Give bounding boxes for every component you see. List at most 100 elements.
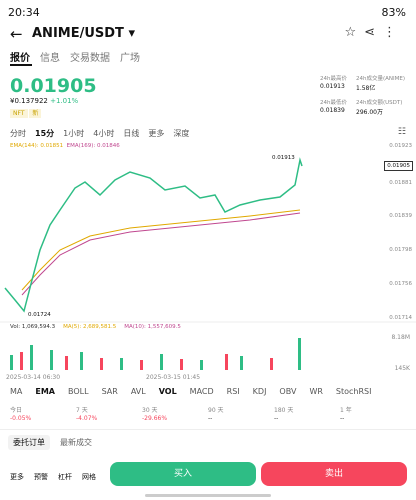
interval[interactable]: 日线 [123, 129, 140, 138]
indicator[interactable]: StochRSI [335, 387, 372, 396]
indicator[interactable]: BOLL [68, 387, 89, 396]
volume-bars [10, 338, 301, 370]
stat-value: 296.00万 [356, 109, 383, 116]
interval[interactable]: 更多 [148, 129, 165, 138]
tab[interactable]: 交易数据 [70, 53, 110, 64]
vol-legend: MA(10): 1,557,609.5 [124, 324, 181, 330]
sell-button[interactable]: 卖出 [261, 462, 407, 486]
tool[interactable]: 网格 [82, 473, 96, 481]
axis-label: 0.01714 [389, 315, 412, 321]
header-icons[interactable]: ☆⋖⋮ [344, 25, 404, 40]
period-label: 1 年 [340, 407, 352, 414]
tab-underline [10, 64, 32, 66]
stat-label: 24h最低价 [320, 100, 347, 106]
stat-value: 1.58亿 [356, 85, 376, 92]
stat-label: 24h成交量(ANIME) [356, 76, 405, 82]
interval[interactable]: 4小时 [93, 129, 115, 138]
volume-legend: Vol: 1,069,594.3 MA(5): 2,689,581.5 MA(10)… [10, 324, 181, 330]
ema169-line [21, 212, 301, 296]
change: +1.01% [50, 97, 79, 105]
axis-label: 0.01923 [389, 143, 412, 149]
order-tabs: 委托订单 最新成交 [8, 435, 92, 450]
order-tab[interactable]: 最新成交 [60, 438, 92, 447]
period-label: 90 天 [208, 407, 224, 414]
tab[interactable]: 信息 [40, 53, 60, 64]
interval[interactable]: 15分 [35, 129, 55, 138]
ema169: EMA(169): 0.01846 [66, 143, 120, 149]
indicator[interactable]: WR [309, 387, 323, 396]
tab[interactable]: 报价 [10, 53, 30, 64]
ema-legend: EMA(144): 0.01851 EMA(169): 0.01846 [10, 143, 120, 149]
indicator[interactable]: AVL [130, 387, 146, 396]
tag: 新 [29, 109, 42, 118]
period-label: 今日 [10, 407, 23, 414]
vol-axis: 8.18M [391, 334, 410, 341]
indicator[interactable]: EMA [35, 387, 55, 396]
period-value: -- [208, 415, 213, 422]
period-label: 30 天 [142, 407, 158, 414]
stat-label: 24h最高价 [320, 76, 347, 82]
tags: NFT 新 [10, 108, 42, 118]
indicator[interactable]: RSI [226, 387, 240, 396]
ema144-line [21, 209, 301, 291]
vol-axis: 145K [394, 365, 410, 372]
pair: ANIME/USDT [32, 26, 124, 41]
indicator[interactable]: MA [10, 387, 23, 396]
order-tab[interactable]: 委托订单 [8, 435, 50, 450]
buy-button[interactable]: 买入 [110, 462, 256, 486]
period-value: -- [274, 415, 279, 422]
vol-legend: MA(5): 2,689,581.5 [63, 324, 117, 330]
current-price: 0.01905 [384, 161, 413, 171]
indicator[interactable]: KDJ [252, 387, 267, 396]
vol-legend: Vol: 1,069,594.3 [10, 324, 56, 330]
cny-price: ¥0.137922 [10, 97, 48, 105]
ema144: EMA(144): 0.01851 [10, 143, 64, 149]
axis-label: 0.01881 [389, 180, 412, 186]
divider [0, 429, 416, 430]
price-line [4, 157, 303, 313]
tools: 更多 预警 杠杆 网格 [10, 462, 96, 482]
cny: ¥0.137922 +1.01% [10, 97, 78, 105]
stat-value: 0.01839 [320, 107, 345, 114]
date: 2025-03-15 01:45 [146, 374, 201, 381]
tag: NFT [10, 109, 28, 118]
pair-title[interactable]: ANIME/USDT ▾ [32, 26, 135, 41]
battery: 83% [381, 6, 406, 19]
home-bar [145, 494, 271, 497]
intervals: 分时 15分 1小时 4小时 日线 更多 深度 [10, 128, 189, 139]
high-label: 0.01913 [272, 155, 295, 161]
indicators: MA EMA BOLL SAR AVL VOL MACD RSI KDJ OBV WR StochRS… [10, 387, 371, 396]
date: 2025-03-14 06:30 [6, 374, 61, 381]
indicator[interactable]: OBV [279, 387, 297, 396]
period-value: -4.07% [76, 415, 98, 422]
indicator[interactable]: VOL [158, 387, 177, 396]
tab[interactable]: 广场 [120, 53, 140, 64]
period-value: -- [340, 415, 345, 422]
tool[interactable]: 杠杆 [58, 473, 72, 481]
indicator[interactable]: SAR [101, 387, 118, 396]
interval[interactable]: 分时 [10, 129, 26, 138]
volume-bars-red [20, 352, 273, 370]
axis-label: 0.01839 [389, 213, 412, 219]
low-label: 0.01724 [28, 312, 51, 318]
settings-icon[interactable]: ☷ [397, 127, 406, 137]
last-price: 0.01905 [10, 75, 97, 97]
axis-label: 0.01798 [389, 247, 412, 253]
time: 20:34 [8, 6, 40, 19]
period-label: 180 天 [274, 407, 294, 414]
period-value: -0.05% [10, 415, 32, 422]
stat-value: 0.01913 [320, 83, 345, 90]
period-value: -29.66% [142, 415, 168, 422]
tabs: 报价 信息 交易数据 广场 [10, 49, 140, 64]
indicator[interactable]: MACD [189, 387, 214, 396]
tool[interactable]: 预警 [34, 473, 48, 481]
stat-label: 24h成交额(USDT) [356, 100, 403, 106]
period-label: 7 天 [76, 407, 88, 414]
back[interactable]: ← [10, 25, 23, 43]
interval[interactable]: 深度 [173, 129, 190, 138]
interval[interactable]: 1小时 [63, 129, 85, 138]
tool[interactable]: 更多 [10, 473, 24, 481]
chart [0, 157, 416, 370]
axis-label: 0.01756 [389, 281, 412, 287]
